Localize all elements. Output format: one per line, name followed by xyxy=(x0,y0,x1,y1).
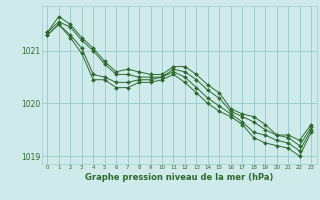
X-axis label: Graphe pression niveau de la mer (hPa): Graphe pression niveau de la mer (hPa) xyxy=(85,173,273,182)
